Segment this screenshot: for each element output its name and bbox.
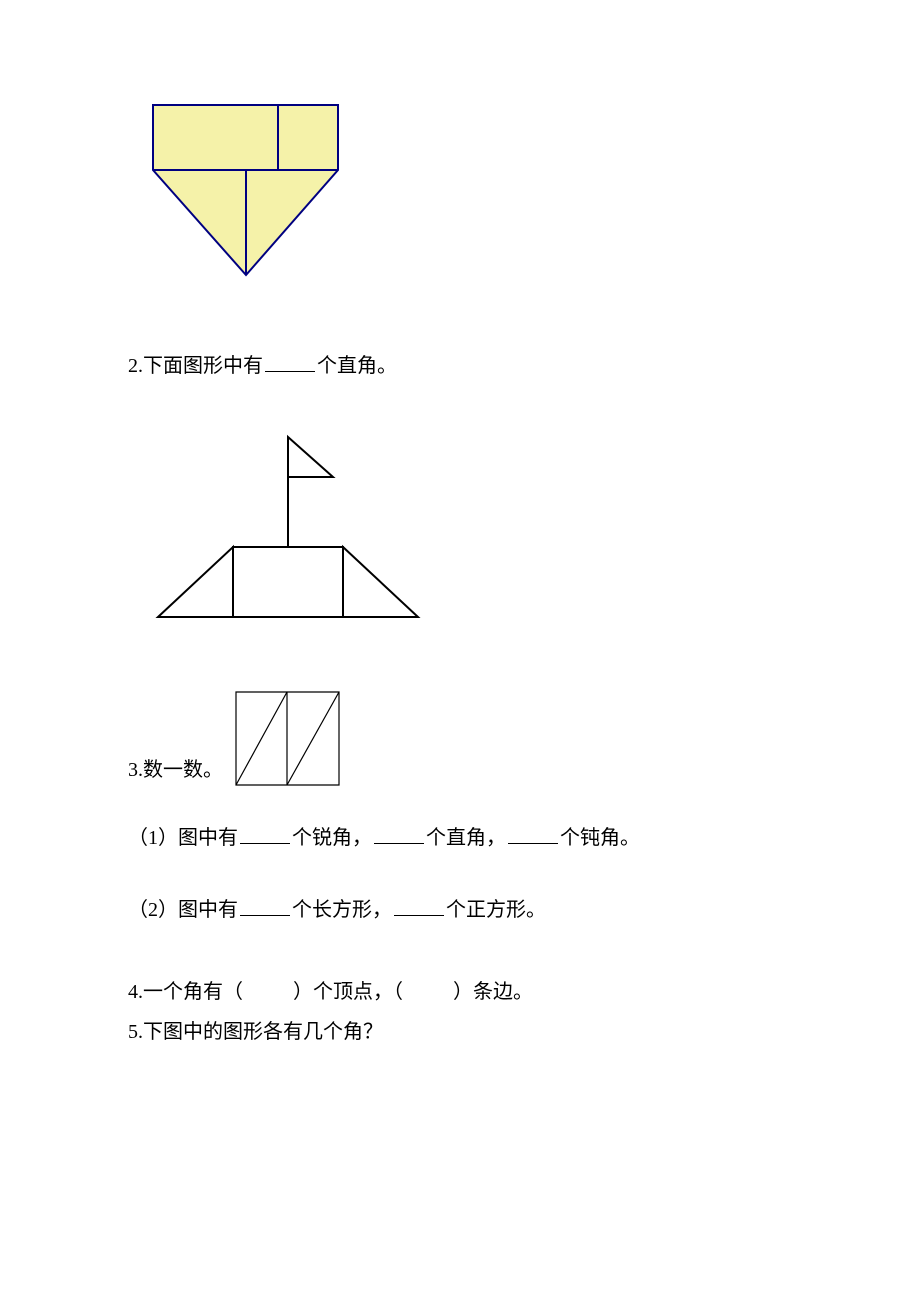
q3-sub2-p2: 个长方形， [292,899,392,921]
q3-sub2-blank2 [394,898,444,916]
figure-2-rect [233,547,343,617]
figure-1-container [128,95,920,290]
q4-paren2 [403,976,453,1008]
q2-suffix: 个直角。 [317,355,397,377]
q3-sub1: （1）图中有 个锐角， 个直角， 个钝角。 [128,822,920,854]
figure-2-left-tri [158,547,233,617]
figure-2-svg [128,422,438,632]
q3-sub2-p1: （2）图中有 [128,899,238,921]
figure-2-right-tri [343,547,418,617]
q3-sub1-blank3 [508,826,558,844]
q4-paren1 [243,976,293,1008]
q3-sub1-p4: 个钝角。 [560,827,640,849]
q3-sub1-blank1 [240,826,290,844]
q2-blank [265,354,315,372]
q2-prefix: 2.下面图形中有 [128,355,263,377]
q3-sub1-p1: （1）图中有 [128,827,238,849]
figure-2-container [128,422,920,637]
q3-sub1-blank2 [374,826,424,844]
question-4-text: 4.一个角有（ ）个顶点，（ ）条边。 [128,976,920,1008]
q4-p1: 4.一个角有（ [128,981,243,1003]
figure-3-diag1 [236,692,287,785]
q4-p2: ）个顶点，（ [293,981,403,1003]
question-2-text: 2.下面图形中有 个直角。 [128,350,920,382]
q4-p3: ）条边。 [453,981,533,1003]
document-content: 2.下面图形中有 个直角。 3.数一数。 （1）图中有 个锐角， 个直角， 个钝角。 （… [0,0,920,1048]
q3-sub1-p2: 个锐角， [292,827,372,849]
figure-2-flag [288,437,333,477]
q3-sub2-p3: 个正方形。 [446,899,546,921]
figure-3-diag2 [287,692,339,785]
figure-1-svg [128,95,348,285]
q3-label: 3.数一数。 [128,753,223,792]
question-5-text: 5.下图中的图形各有几个角？ [128,1016,920,1048]
question-3-row: 3.数一数。 [128,687,920,792]
q3-sub2: （2）图中有 个长方形， 个正方形。 [128,894,920,926]
q3-sub1-p3: 个直角， [426,827,506,849]
q3-sub2-blank1 [240,898,290,916]
figure-3-svg [231,687,346,792]
